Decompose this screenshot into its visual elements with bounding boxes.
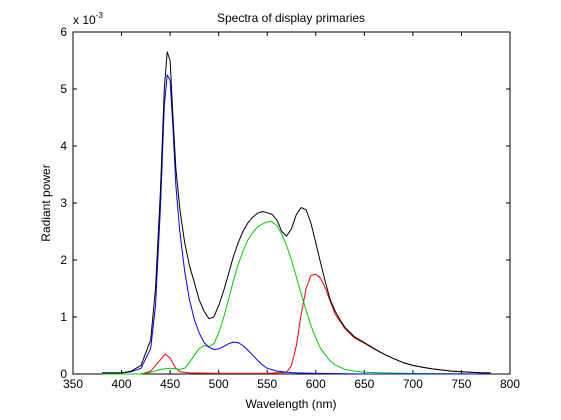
x-tick-label: 450: [160, 377, 180, 391]
y-axis-label: Radiant power: [39, 164, 53, 241]
y-exponent-base: x 10: [73, 13, 96, 27]
series-lines: [102, 51, 491, 375]
y-tick-label: 5: [60, 82, 67, 96]
chart-title: Spectra of display primaries: [217, 11, 365, 25]
x-tick-label: 400: [112, 377, 132, 391]
y-tick-label: 0: [60, 367, 67, 381]
x-tick-label: 600: [306, 377, 326, 391]
green-primary-line: [102, 221, 491, 375]
total-spectrum-line: [102, 51, 491, 374]
x-axis-label: Wavelength (nm): [246, 397, 337, 411]
y-tick-label: 3: [60, 196, 67, 210]
y-tick-label: 2: [60, 253, 67, 267]
y-tick-label: 1: [60, 310, 67, 324]
x-tick-label: 800: [500, 377, 520, 391]
x-tick-label: 650: [354, 377, 374, 391]
x-tick-label: 500: [209, 377, 229, 391]
plot-frame: [72, 31, 511, 375]
y-tick-label: 4: [60, 139, 67, 153]
y-exponent-label: x 10-3: [73, 11, 103, 27]
x-tick-label: 550: [257, 377, 277, 391]
blue-primary-line: [102, 74, 491, 375]
x-tick-label: 350: [63, 377, 83, 391]
y-exponent-power: -3: [96, 11, 104, 20]
axis-ticks: 350 400 450 500 550 600 650 700 750 800 0 1 2 3 4 5 6: [60, 25, 520, 391]
x-tick-label: 700: [403, 377, 423, 391]
y-tick-label: 6: [60, 25, 67, 39]
x-tick-label: 750: [451, 377, 471, 391]
